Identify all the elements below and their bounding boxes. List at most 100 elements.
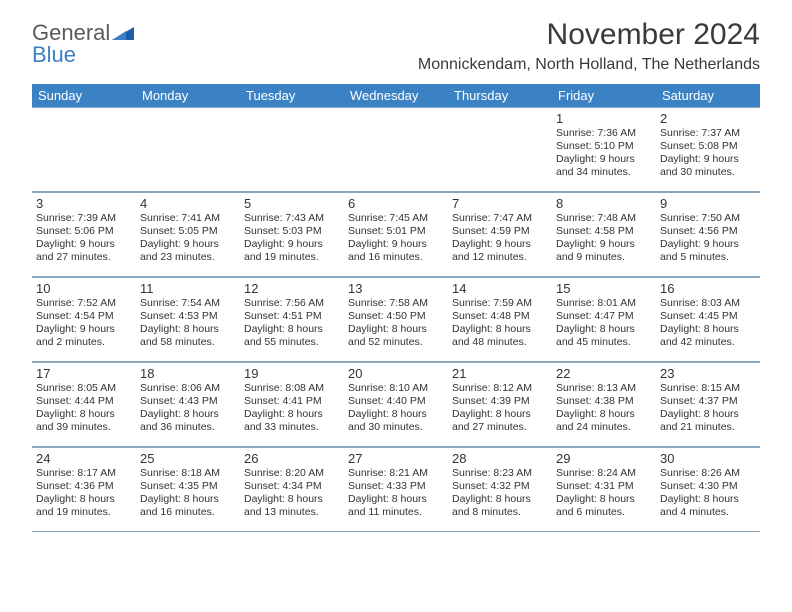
daylight-line: Daylight: 9 hours and 27 minutes. [36, 238, 132, 264]
day-number: 18 [140, 366, 236, 381]
weekday-header-row: SundayMondayTuesdayWednesdayThursdayFrid… [32, 84, 760, 107]
sunrise-line: Sunrise: 7:47 AM [452, 212, 548, 225]
day-number: 2 [660, 111, 756, 126]
sunrise-line: Sunrise: 7:59 AM [452, 297, 548, 310]
daylight-line: Daylight: 9 hours and 5 minutes. [660, 238, 756, 264]
sunrise-line: Sunrise: 8:17 AM [36, 467, 132, 480]
day-cell: 14Sunrise: 7:59 AMSunset: 4:48 PMDayligh… [448, 277, 552, 361]
sunrise-line: Sunrise: 7:36 AM [556, 127, 652, 140]
daylight-line: Daylight: 8 hours and 24 minutes. [556, 408, 652, 434]
day-cell: 1Sunrise: 7:36 AMSunset: 5:10 PMDaylight… [552, 107, 656, 191]
sunrise-line: Sunrise: 8:18 AM [140, 467, 236, 480]
weekday-header: Monday [136, 84, 240, 107]
week-row: 3Sunrise: 7:39 AMSunset: 5:06 PMDaylight… [32, 192, 760, 277]
daylight-line: Daylight: 9 hours and 2 minutes. [36, 323, 132, 349]
daylight-line: Daylight: 9 hours and 34 minutes. [556, 153, 652, 179]
day-cell: 11Sunrise: 7:54 AMSunset: 4:53 PMDayligh… [136, 277, 240, 361]
sunset-line: Sunset: 4:31 PM [556, 480, 652, 493]
daylight-line: Daylight: 8 hours and 21 minutes. [660, 408, 756, 434]
sunrise-line: Sunrise: 8:08 AM [244, 382, 340, 395]
daylight-line: Daylight: 8 hours and 19 minutes. [36, 493, 132, 519]
sunset-line: Sunset: 4:56 PM [660, 225, 756, 238]
day-cell: 25Sunrise: 8:18 AMSunset: 4:35 PMDayligh… [136, 447, 240, 531]
day-number: 17 [36, 366, 132, 381]
day-cell: 21Sunrise: 8:12 AMSunset: 4:39 PMDayligh… [448, 362, 552, 446]
day-number: 14 [452, 281, 548, 296]
week-row: 10Sunrise: 7:52 AMSunset: 4:54 PMDayligh… [32, 277, 760, 362]
sunrise-line: Sunrise: 8:03 AM [660, 297, 756, 310]
logo-text: General Blue [32, 22, 134, 66]
daylight-line: Daylight: 9 hours and 30 minutes. [660, 153, 756, 179]
sunrise-line: Sunrise: 8:12 AM [452, 382, 548, 395]
weekday-header: Sunday [32, 84, 136, 107]
weekday-header: Friday [552, 84, 656, 107]
daylight-line: Daylight: 8 hours and 30 minutes. [348, 408, 444, 434]
day-cell: 20Sunrise: 8:10 AMSunset: 4:40 PMDayligh… [344, 362, 448, 446]
sunrise-line: Sunrise: 7:58 AM [348, 297, 444, 310]
day-number: 12 [244, 281, 340, 296]
calendar: SundayMondayTuesdayWednesdayThursdayFrid… [32, 84, 760, 532]
sunrise-line: Sunrise: 8:01 AM [556, 297, 652, 310]
sunset-line: Sunset: 4:45 PM [660, 310, 756, 323]
logo-triangle-icon [112, 22, 134, 44]
sunrise-line: Sunrise: 7:45 AM [348, 212, 444, 225]
sunset-line: Sunset: 4:37 PM [660, 395, 756, 408]
day-number: 23 [660, 366, 756, 381]
sunrise-line: Sunrise: 8:20 AM [244, 467, 340, 480]
day-cell: 2Sunrise: 7:37 AMSunset: 5:08 PMDaylight… [656, 107, 760, 191]
sunset-line: Sunset: 5:06 PM [36, 225, 132, 238]
title-block: November 2024 Monnickendam, North Hollan… [418, 18, 760, 74]
sunset-line: Sunset: 4:48 PM [452, 310, 548, 323]
empty-day-cell [32, 107, 136, 191]
weekday-header: Tuesday [240, 84, 344, 107]
daylight-line: Daylight: 8 hours and 42 minutes. [660, 323, 756, 349]
sunrise-line: Sunrise: 7:39 AM [36, 212, 132, 225]
day-number: 11 [140, 281, 236, 296]
sunset-line: Sunset: 4:34 PM [244, 480, 340, 493]
day-cell: 4Sunrise: 7:41 AMSunset: 5:05 PMDaylight… [136, 192, 240, 276]
sunset-line: Sunset: 4:58 PM [556, 225, 652, 238]
sunset-line: Sunset: 4:32 PM [452, 480, 548, 493]
sunset-line: Sunset: 4:44 PM [36, 395, 132, 408]
day-cell: 30Sunrise: 8:26 AMSunset: 4:30 PMDayligh… [656, 447, 760, 531]
day-cell: 26Sunrise: 8:20 AMSunset: 4:34 PMDayligh… [240, 447, 344, 531]
sunset-line: Sunset: 4:41 PM [244, 395, 340, 408]
daylight-line: Daylight: 9 hours and 9 minutes. [556, 238, 652, 264]
daylight-line: Daylight: 9 hours and 23 minutes. [140, 238, 236, 264]
week-row: 24Sunrise: 8:17 AMSunset: 4:36 PMDayligh… [32, 447, 760, 532]
day-cell: 22Sunrise: 8:13 AMSunset: 4:38 PMDayligh… [552, 362, 656, 446]
day-cell: 24Sunrise: 8:17 AMSunset: 4:36 PMDayligh… [32, 447, 136, 531]
day-cell: 10Sunrise: 7:52 AMSunset: 4:54 PMDayligh… [32, 277, 136, 361]
sunset-line: Sunset: 5:08 PM [660, 140, 756, 153]
sunset-line: Sunset: 5:10 PM [556, 140, 652, 153]
sunset-line: Sunset: 4:30 PM [660, 480, 756, 493]
sunrise-line: Sunrise: 7:54 AM [140, 297, 236, 310]
day-cell: 19Sunrise: 8:08 AMSunset: 4:41 PMDayligh… [240, 362, 344, 446]
sunrise-line: Sunrise: 7:50 AM [660, 212, 756, 225]
location-subtitle: Monnickendam, North Holland, The Netherl… [418, 56, 760, 74]
day-cell: 28Sunrise: 8:23 AMSunset: 4:32 PMDayligh… [448, 447, 552, 531]
day-number: 25 [140, 451, 236, 466]
daylight-line: Daylight: 8 hours and 39 minutes. [36, 408, 132, 434]
sunset-line: Sunset: 4:47 PM [556, 310, 652, 323]
day-number: 20 [348, 366, 444, 381]
day-number: 27 [348, 451, 444, 466]
day-cell: 17Sunrise: 8:05 AMSunset: 4:44 PMDayligh… [32, 362, 136, 446]
sunset-line: Sunset: 4:35 PM [140, 480, 236, 493]
day-cell: 8Sunrise: 7:48 AMSunset: 4:58 PMDaylight… [552, 192, 656, 276]
sunrise-line: Sunrise: 8:05 AM [36, 382, 132, 395]
sunrise-line: Sunrise: 8:06 AM [140, 382, 236, 395]
daylight-line: Daylight: 9 hours and 19 minutes. [244, 238, 340, 264]
day-number: 22 [556, 366, 652, 381]
sunrise-line: Sunrise: 7:48 AM [556, 212, 652, 225]
day-number: 13 [348, 281, 444, 296]
day-number: 3 [36, 196, 132, 211]
month-title: November 2024 [418, 18, 760, 52]
daylight-line: Daylight: 8 hours and 58 minutes. [140, 323, 236, 349]
sunset-line: Sunset: 4:33 PM [348, 480, 444, 493]
sunrise-line: Sunrise: 7:37 AM [660, 127, 756, 140]
day-cell: 16Sunrise: 8:03 AMSunset: 4:45 PMDayligh… [656, 277, 760, 361]
empty-day-cell [136, 107, 240, 191]
daylight-line: Daylight: 8 hours and 13 minutes. [244, 493, 340, 519]
empty-day-cell [448, 107, 552, 191]
